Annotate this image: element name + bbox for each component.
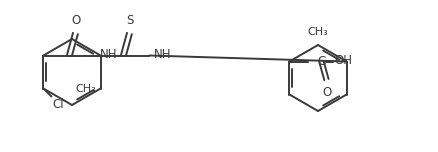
Text: S: S xyxy=(127,14,134,26)
Text: O: O xyxy=(323,85,332,98)
Text: CH₃: CH₃ xyxy=(307,27,328,37)
Text: Cl: Cl xyxy=(53,98,64,112)
Text: CH₃: CH₃ xyxy=(76,83,96,93)
Text: OH: OH xyxy=(335,54,353,67)
Text: C: C xyxy=(317,55,325,68)
Text: O: O xyxy=(72,14,81,26)
Text: NH: NH xyxy=(99,48,117,61)
Text: NH: NH xyxy=(153,48,171,61)
